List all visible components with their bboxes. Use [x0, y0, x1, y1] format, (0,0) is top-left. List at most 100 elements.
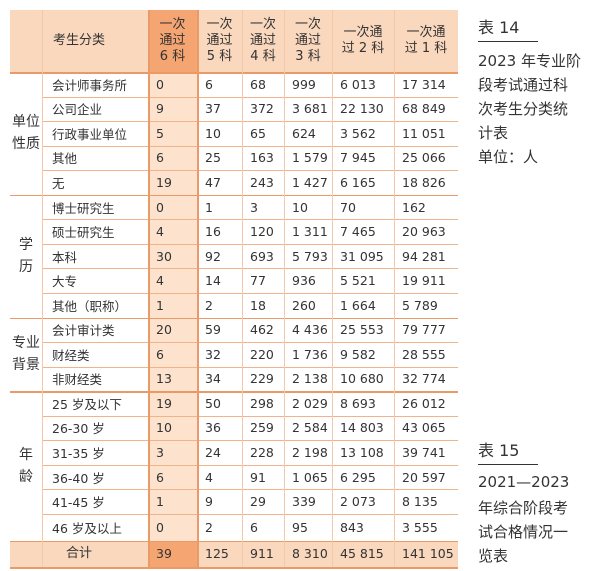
row-line [42, 145, 458, 147]
highlight-col-bg [148, 72, 197, 567]
cell: 2 138 [292, 371, 328, 387]
cell: 1 427 [292, 174, 328, 190]
highlight-col-header [148, 10, 197, 72]
cell: 220 [250, 346, 274, 362]
total-cell: 141 105 [402, 546, 454, 562]
cell: 624 [292, 125, 316, 141]
header-line: 一次 [294, 17, 321, 32]
cell: 20 [156, 322, 172, 338]
header-cell: 一次 通过 6 科 [148, 10, 197, 72]
row-line [10, 567, 458, 569]
row-line [42, 342, 458, 344]
col-line [284, 10, 285, 567]
cell: 36 [205, 420, 221, 436]
cell: 5 793 [292, 248, 328, 264]
cell: 0 [156, 199, 164, 215]
note-line: 2021—2023 [478, 473, 570, 491]
cell: 19 911 [402, 273, 446, 289]
cell: 32 774 [402, 371, 446, 387]
header-line: 通过 [159, 33, 186, 48]
total-cell: 8 310 [292, 546, 328, 562]
cell: 8 693 [340, 395, 376, 411]
cell: 14 803 [340, 420, 384, 436]
group-label-line: 单位 [12, 114, 40, 131]
row-label: 非财经类 [52, 372, 103, 388]
cell: 22 130 [340, 101, 384, 117]
note-line: 次考生分类统 [478, 100, 569, 118]
header-cell: 考生分类 [52, 33, 105, 48]
header-bg [10, 10, 458, 72]
cell: 5 521 [340, 273, 376, 289]
row-label: 硕士研究生 [52, 225, 115, 241]
cell: 28 555 [402, 346, 446, 362]
cell: 228 [250, 445, 274, 461]
header-line: 通过 [206, 33, 233, 48]
header-cell: 一次 通过 5 科 [197, 10, 242, 72]
cell: 6 [205, 76, 213, 92]
cell: 298 [250, 395, 274, 411]
group-label: 年龄 [10, 391, 42, 541]
row-line [42, 415, 458, 417]
header-line: 通过 [294, 33, 321, 48]
cell: 91 [250, 469, 266, 485]
cell: 999 [292, 76, 316, 92]
cell: 2 584 [292, 420, 328, 436]
row-line [42, 489, 458, 491]
cell: 79 777 [402, 322, 446, 338]
cell: 10 [156, 420, 172, 436]
header-line: 3 科 [295, 49, 321, 64]
cell: 9 [156, 101, 164, 117]
cell: 32 [205, 346, 221, 362]
row-label: 本科 [52, 249, 78, 265]
header-cell: 一次 通过 4 科 [242, 10, 284, 72]
cell: 9 [205, 494, 213, 510]
group-label: 专业 背景 [10, 318, 42, 392]
cell: 1 311 [292, 224, 328, 240]
cell: 34 [205, 371, 221, 387]
row-line [10, 72, 458, 74]
cell: 2 073 [340, 494, 376, 510]
row-label: 26-30 岁 [52, 421, 105, 437]
row-line [10, 391, 458, 393]
cell: 24 [205, 445, 221, 461]
note-rule [478, 41, 538, 42]
col-line [332, 10, 333, 567]
cell: 3 [250, 199, 258, 215]
total-label: 合计 [65, 545, 92, 561]
cell: 10 [205, 125, 221, 141]
row-line [10, 540, 458, 543]
row-line [42, 219, 458, 221]
header-line: 6 科 [159, 49, 186, 64]
cell: 39 741 [402, 445, 446, 461]
note-line: 试合格情况一 [478, 523, 569, 541]
cell: 3 562 [340, 125, 376, 141]
cell: 1 [156, 494, 164, 510]
cell: 2 029 [292, 395, 328, 411]
cell: 3 555 [402, 519, 438, 535]
header-line: 5 科 [206, 49, 233, 64]
cell: 43 065 [402, 420, 446, 436]
row-label: 其他（职称） [52, 298, 128, 314]
cell: 10 680 [340, 371, 384, 387]
cell: 1 065 [292, 469, 328, 485]
cell: 2 198 [292, 445, 328, 461]
col-line [42, 10, 43, 567]
cell: 29 [250, 494, 266, 510]
cell: 47 [205, 174, 221, 190]
group-label-line: 背景 [12, 357, 40, 374]
cell: 4 [156, 224, 164, 240]
cell: 18 [250, 297, 266, 313]
cell: 2 [205, 297, 213, 313]
row-label: 博士研究生 [52, 200, 115, 216]
header-line: 通过 [249, 33, 276, 48]
group-label-line: 专业 [12, 335, 40, 352]
cell: 3 681 [292, 101, 328, 117]
row-label: 无 [52, 175, 65, 191]
cell: 18 826 [402, 174, 446, 190]
cell: 8 135 [402, 494, 438, 510]
cell: 6 [156, 150, 164, 166]
row-line [42, 366, 458, 368]
header-line: 一次通 [343, 25, 383, 40]
cell: 260 [292, 297, 316, 313]
group-label-line: 学 [19, 237, 33, 254]
